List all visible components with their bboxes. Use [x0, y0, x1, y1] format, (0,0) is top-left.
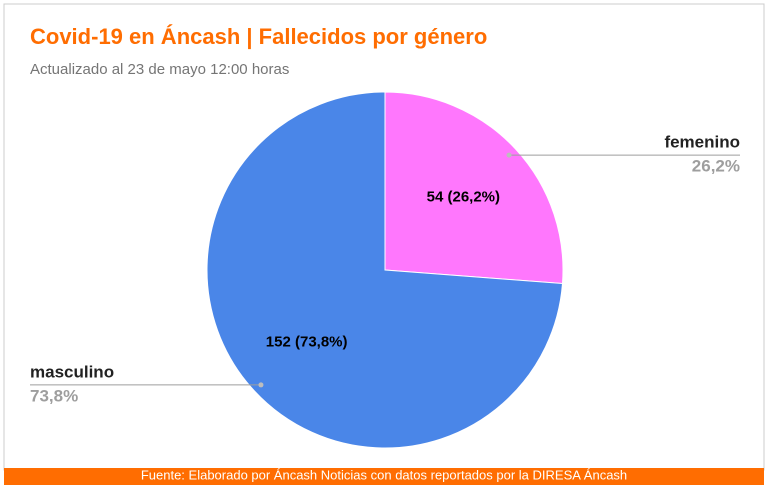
legend-label: femenino	[664, 133, 740, 152]
leader-dot	[258, 382, 264, 388]
slice-label: 152 (73,8%)	[266, 334, 348, 351]
legend-label: masculino	[30, 362, 114, 381]
slice-label: 54 (26,2%)	[427, 188, 500, 205]
chart-subtitle: Actualizado al 23 de mayo 12:00 horas	[30, 61, 289, 78]
percent-label: 26,2%	[692, 157, 740, 176]
source-note: Fuente: Elaborado por Áncash Noticias co…	[141, 467, 627, 482]
pie-slice	[206, 91, 564, 449]
chart-title: Covid-19 en Áncash | Fallecidos por géne…	[30, 24, 487, 49]
pie-slice	[384, 91, 564, 285]
leader-dot	[506, 152, 512, 158]
percent-label: 73,8%	[30, 386, 78, 405]
footer-bar	[4, 468, 764, 485]
